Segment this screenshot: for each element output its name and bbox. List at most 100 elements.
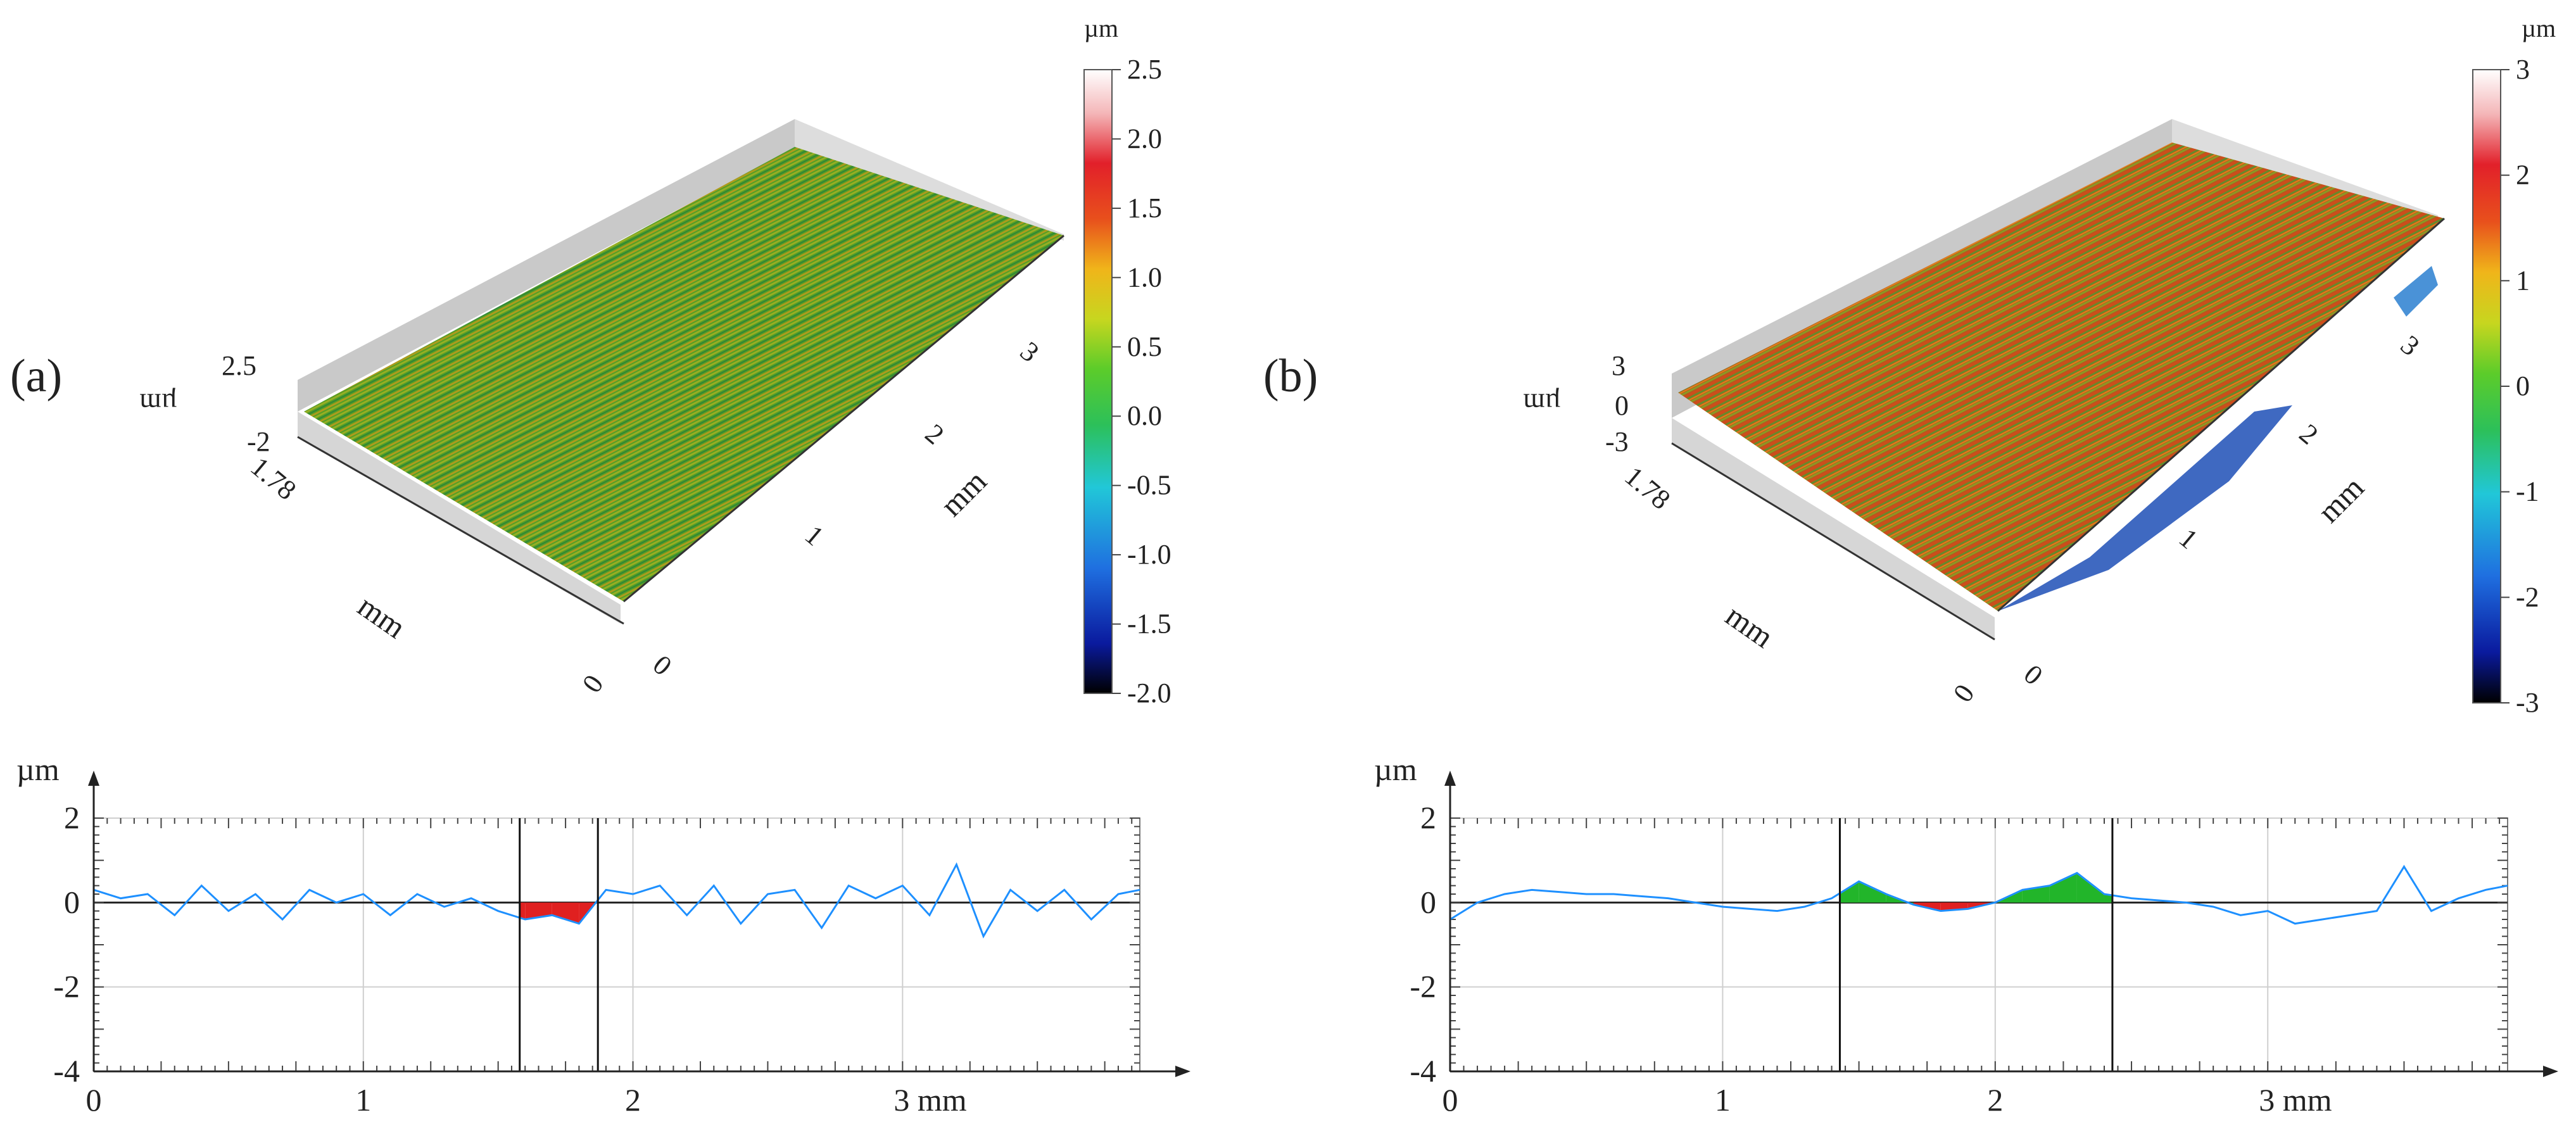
y-tick-label: -4 bbox=[1410, 1053, 1436, 1088]
colorbar: µm 3 2 1 0 -1 -2 -3 bbox=[2472, 14, 2556, 718]
profile-line bbox=[93, 862, 1140, 939]
side-wall bbox=[298, 412, 621, 624]
surface-top bbox=[1678, 142, 2444, 611]
y-tick-max: 1.78 bbox=[245, 451, 302, 506]
y-tick-label: -2 bbox=[1410, 969, 1436, 1004]
colorbar-tick-label: 0 bbox=[2516, 370, 2530, 401]
y-tick-label: -4 bbox=[53, 1053, 80, 1088]
valley-area bbox=[525, 902, 552, 919]
colorbar-tick-label: 2.5 bbox=[1127, 54, 1162, 85]
x-tick-labels: 0 1 2 3 mm bbox=[86, 1082, 967, 1118]
x-tick-1: 1 bbox=[799, 519, 830, 552]
minor-ticks bbox=[1449, 817, 2508, 1072]
surface-dip-edge bbox=[2394, 266, 2438, 317]
surface-dip bbox=[1998, 405, 2292, 611]
y-tick-labels: 2 0 -2 -4 bbox=[1410, 800, 1436, 1088]
y-axis-label: µm bbox=[1374, 752, 1417, 787]
back-wall-side bbox=[795, 119, 1064, 241]
x-tick-2: 2 bbox=[919, 418, 950, 451]
colorbar: µm 2.5 2.0 1.5 1.0 0.5 0.0 -0.5 -1.0 -1.5 -2.0 bbox=[1083, 14, 1171, 709]
colorbar-tick-label: 0.0 bbox=[1127, 400, 1162, 431]
z-tick-bottom: -2 bbox=[247, 426, 270, 457]
grid bbox=[1449, 817, 2508, 1072]
z-tick-bottom: -3 bbox=[1605, 426, 1629, 457]
x-tick-3: 3 bbox=[1014, 336, 1045, 369]
surface-shade bbox=[304, 147, 1064, 602]
y-tick-zero: 0 bbox=[576, 669, 610, 698]
x-axis-arrow bbox=[1175, 1066, 1190, 1077]
colorbar-tick-label: -1.5 bbox=[1127, 609, 1171, 640]
valley-area bbox=[519, 902, 526, 919]
plot-frame bbox=[93, 817, 1140, 1072]
profile-plot: µm 2 0 -2 -4 0 1 2 3 mm bbox=[1374, 752, 2558, 1118]
y-tick-zero: 0 bbox=[1947, 679, 1981, 708]
colorbar-tick-label: 2 bbox=[2516, 160, 2530, 191]
y-tick-label: 2 bbox=[1420, 800, 1436, 835]
panel-label: (b) bbox=[1263, 350, 1318, 402]
colorbar-tick-label: -1.0 bbox=[1127, 539, 1171, 570]
plot-frame bbox=[1449, 817, 2508, 1072]
x-axis-label: mm bbox=[933, 463, 994, 523]
colorbar-tick-label: -1 bbox=[2516, 476, 2539, 507]
peak-area bbox=[2104, 894, 2112, 903]
x-tick-labels: 0 1 2 3 mm bbox=[1443, 1082, 2332, 1118]
axes bbox=[1444, 771, 2558, 1077]
surface-3d-plot: 3 0 -3 µm 1.78 mm 0 0 1 2 3 mm bbox=[1523, 119, 2445, 708]
colorbar-gradient bbox=[2472, 69, 2501, 703]
y-tick-labels: 2 0 -2 -4 bbox=[53, 800, 80, 1088]
colorbar-tick-label: -2 bbox=[2516, 581, 2539, 612]
colorbar-gradient bbox=[1083, 69, 1113, 694]
x-tick-2: 2 bbox=[2294, 418, 2324, 451]
colorbar-tick-label: 0.5 bbox=[1127, 331, 1162, 362]
colorbar-unit: µm bbox=[1084, 14, 1118, 42]
colorbar-ticks: 3 2 1 0 -1 -2 -3 bbox=[2501, 54, 2539, 718]
colorbar-tick-label: 3 bbox=[2516, 54, 2530, 85]
colorbar-ticks: 2.5 2.0 1.5 1.0 0.5 0.0 -0.5 -1.0 -1.5 -2.0 bbox=[1112, 54, 1171, 709]
left-edge bbox=[1671, 442, 1995, 641]
colorbar-tick-label: -3 bbox=[2516, 687, 2539, 718]
back-wall-side bbox=[2172, 119, 2438, 222]
axes bbox=[88, 771, 1190, 1077]
y-tick-label: -2 bbox=[53, 969, 80, 1004]
back-wall bbox=[298, 119, 795, 412]
profile-line bbox=[1449, 864, 2508, 925]
side-wall bbox=[1672, 418, 1995, 640]
minor-ticks bbox=[93, 817, 1140, 1072]
z-tick-top: 2.5 bbox=[222, 350, 256, 381]
panel-a: (a) 2.5 -2 µm 1.78 mm 0 0 1 2 3 mm µm bbox=[10, 14, 1190, 1118]
colorbar-tick-label: 1 bbox=[2516, 265, 2530, 296]
z-axis-label: µm bbox=[139, 388, 177, 419]
profile-plot: µm 2 0 -2 -4 0 1 2 3 mm bbox=[16, 752, 1190, 1118]
z-tick-top: 3 bbox=[1612, 350, 1626, 381]
grid bbox=[93, 817, 1140, 1072]
peak-area bbox=[1859, 881, 1886, 903]
surface-top bbox=[304, 147, 1064, 602]
surface-3d-plot: 2.5 -2 µm 1.78 mm 0 0 1 2 3 mm bbox=[139, 119, 1064, 698]
x-tick-label: 0 bbox=[1443, 1082, 1458, 1118]
y-tick-label: 0 bbox=[1420, 884, 1436, 919]
front-edge bbox=[623, 234, 1064, 603]
z-axis-label: µm bbox=[1523, 388, 1561, 419]
material-fill bbox=[519, 900, 598, 924]
colorbar-unit: µm bbox=[2522, 14, 2556, 42]
y-tick-label: 2 bbox=[64, 800, 80, 835]
cursor-lines bbox=[519, 818, 599, 1071]
z-tick-mid: 0 bbox=[1615, 390, 1629, 421]
peak-area bbox=[2049, 873, 2077, 903]
x-tick-label: 2 bbox=[625, 1082, 641, 1118]
x-tick-3: 3 bbox=[2395, 329, 2425, 362]
y-axis-arrow bbox=[88, 771, 99, 786]
colorbar-tick-label: 1.0 bbox=[1127, 262, 1162, 293]
colorbar-tick-label: 1.5 bbox=[1127, 192, 1162, 224]
colorbar-tick-label: 2.0 bbox=[1127, 123, 1162, 154]
peak-area bbox=[2022, 885, 2050, 903]
colorbar-tick-label: -0.5 bbox=[1127, 470, 1171, 501]
x-tick-label: 3 mm bbox=[893, 1082, 966, 1118]
x-tick-label: 0 bbox=[86, 1082, 102, 1118]
panel-label: (a) bbox=[10, 350, 62, 402]
y-axis-label: mm bbox=[351, 588, 412, 645]
x-tick-0: 0 bbox=[647, 649, 678, 682]
x-axis-label: mm bbox=[2311, 469, 2371, 529]
colorbar-tick-label: -2.0 bbox=[1127, 678, 1171, 709]
